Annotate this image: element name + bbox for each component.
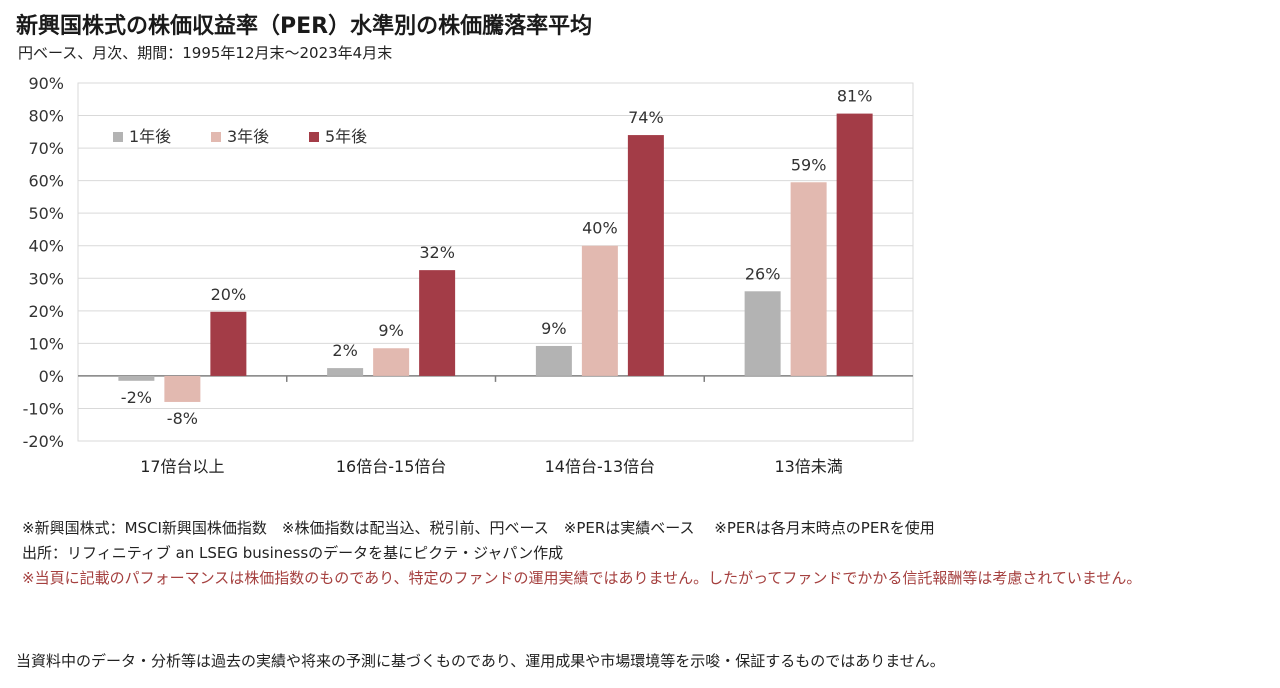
data-label: 2% [332, 341, 357, 360]
legend-label: 5年後 [325, 127, 367, 146]
bar [627, 135, 664, 376]
note-definitions: ※新興国株式：MSCI新興国株価指数 ※株価指数は配当込、税引前、円ベース ※P… [22, 519, 935, 537]
y-tick-label: 50% [28, 204, 64, 223]
data-label: 26% [745, 264, 781, 283]
y-tick-label: 20% [28, 302, 64, 321]
y-tick-label: -20% [23, 432, 64, 451]
legend-label: 3年後 [227, 127, 269, 146]
chart-subtitle: 円ベース、月次、期間：1995年12月末～2023年4月末 [18, 44, 393, 62]
data-label: 32% [419, 243, 455, 262]
data-label: -2% [121, 388, 152, 407]
chart-title: 新興国株式の株価収益率（PER）水準別の株価騰落率平均 [16, 14, 593, 39]
legend-label: 1年後 [129, 127, 171, 146]
y-tick-label: 40% [28, 237, 64, 256]
plot-frame [77, 82, 914, 442]
data-label: 20% [211, 285, 247, 304]
bar [327, 368, 364, 376]
bar [164, 375, 201, 402]
disclaimer: 当資料中のデータ・分析等は過去の実績や将来の予測に基づくものであり、運用成果や市… [16, 652, 945, 670]
y-tick-label: 60% [28, 172, 64, 191]
y-tick-label: 70% [28, 139, 64, 158]
data-label: -8% [167, 409, 198, 428]
y-tick-label: 80% [28, 107, 64, 126]
bar [790, 182, 827, 376]
y-tick-label: 0% [39, 367, 64, 386]
bar [535, 345, 572, 376]
y-tick-label: -10% [23, 399, 64, 418]
bar [581, 245, 618, 376]
note-performance-warning: ※当頁に記載のパフォーマンスは株価指数のものであり、特定のファンドの運用実績では… [22, 569, 1142, 587]
y-tick-label: 90% [28, 74, 64, 93]
bar [836, 113, 873, 376]
legend-swatch [113, 132, 123, 142]
bar [744, 291, 781, 376]
data-label: 74% [628, 108, 664, 127]
x-tick-label: 16倍台-15倍台 [336, 457, 447, 476]
bar [373, 348, 410, 376]
y-tick-label: 30% [28, 269, 64, 288]
data-label: 59% [791, 155, 827, 174]
data-label: 81% [837, 87, 873, 106]
legend-swatch [211, 132, 221, 142]
x-tick-label: 14倍台-13倍台 [545, 457, 656, 476]
x-tick-label: 13倍未満 [774, 457, 842, 476]
data-label: 9% [378, 321, 403, 340]
bar [419, 270, 456, 376]
data-label: 40% [582, 219, 618, 238]
y-tick-label: 10% [28, 334, 64, 353]
bar [118, 375, 155, 381]
note-source: 出所：リフィニティブ an LSEG businessのデータを基にピクテ・ジャ… [22, 544, 564, 562]
x-tick-label: 17倍台以上 [140, 457, 224, 476]
legend-swatch [309, 132, 319, 142]
bar-chart: -20% -10% 0% 10% 20% 30% 40% 50% 60% 70% 80% 90% -2%… [23, 74, 914, 476]
bar [210, 311, 247, 376]
data-label: 9% [541, 319, 566, 338]
